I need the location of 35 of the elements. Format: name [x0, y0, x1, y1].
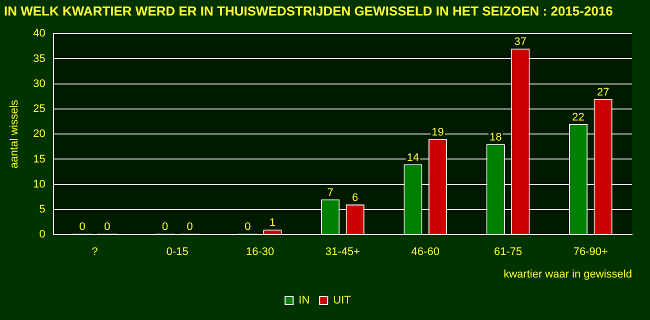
legend-label: IN	[298, 294, 310, 307]
x-tick-label: 16-30	[246, 246, 274, 258]
y-tick-label: 0	[39, 228, 46, 241]
y-tick-label: 15	[33, 153, 46, 166]
data-label: 18	[490, 132, 502, 144]
data-label: 22	[572, 112, 584, 124]
y-tick-label: 35	[33, 52, 46, 65]
data-label: 0	[104, 221, 110, 234]
y-tick-label: 10	[33, 178, 46, 190]
data-label: 6	[352, 192, 358, 204]
y-tick-label: 5	[39, 204, 46, 216]
x-axis-title: kwartier waar in gewisseld	[504, 268, 632, 280]
data-label: 0	[244, 221, 251, 234]
x-tick-label: 76-90+	[573, 246, 608, 258]
data-label: 1	[269, 217, 276, 230]
x-tick-label: 31-45+	[325, 246, 360, 258]
data-label: 27	[596, 86, 610, 98]
y-tick-label: 20	[33, 128, 46, 140]
chart-title: IN WELK KWARTIER WERD ER IN THUISWEDSTRIJDEN GEWISSELD IN HET SEIZOEN : 2015-2016	[4, 3, 613, 18]
x-tick-label: ?	[92, 246, 98, 258]
data-label: 37	[514, 36, 527, 48]
y-tick-label: 25	[33, 103, 46, 116]
y-tick-label: 30	[33, 78, 46, 90]
legend-label: UIT	[333, 294, 352, 307]
data-label: 0	[79, 221, 86, 234]
y-axis-title: aantal wissels	[8, 99, 21, 168]
data-label: 0	[186, 221, 193, 234]
x-tick-label: 46-60	[411, 246, 440, 258]
x-tick-label: 0-15	[166, 246, 188, 258]
data-label: 7	[327, 186, 334, 199]
x-tick-label: 61-75	[494, 246, 522, 258]
y-tick-label: 40	[33, 28, 46, 40]
data-label: 14	[406, 152, 420, 164]
data-label: 19	[432, 126, 444, 139]
data-label: 0	[162, 221, 168, 234]
